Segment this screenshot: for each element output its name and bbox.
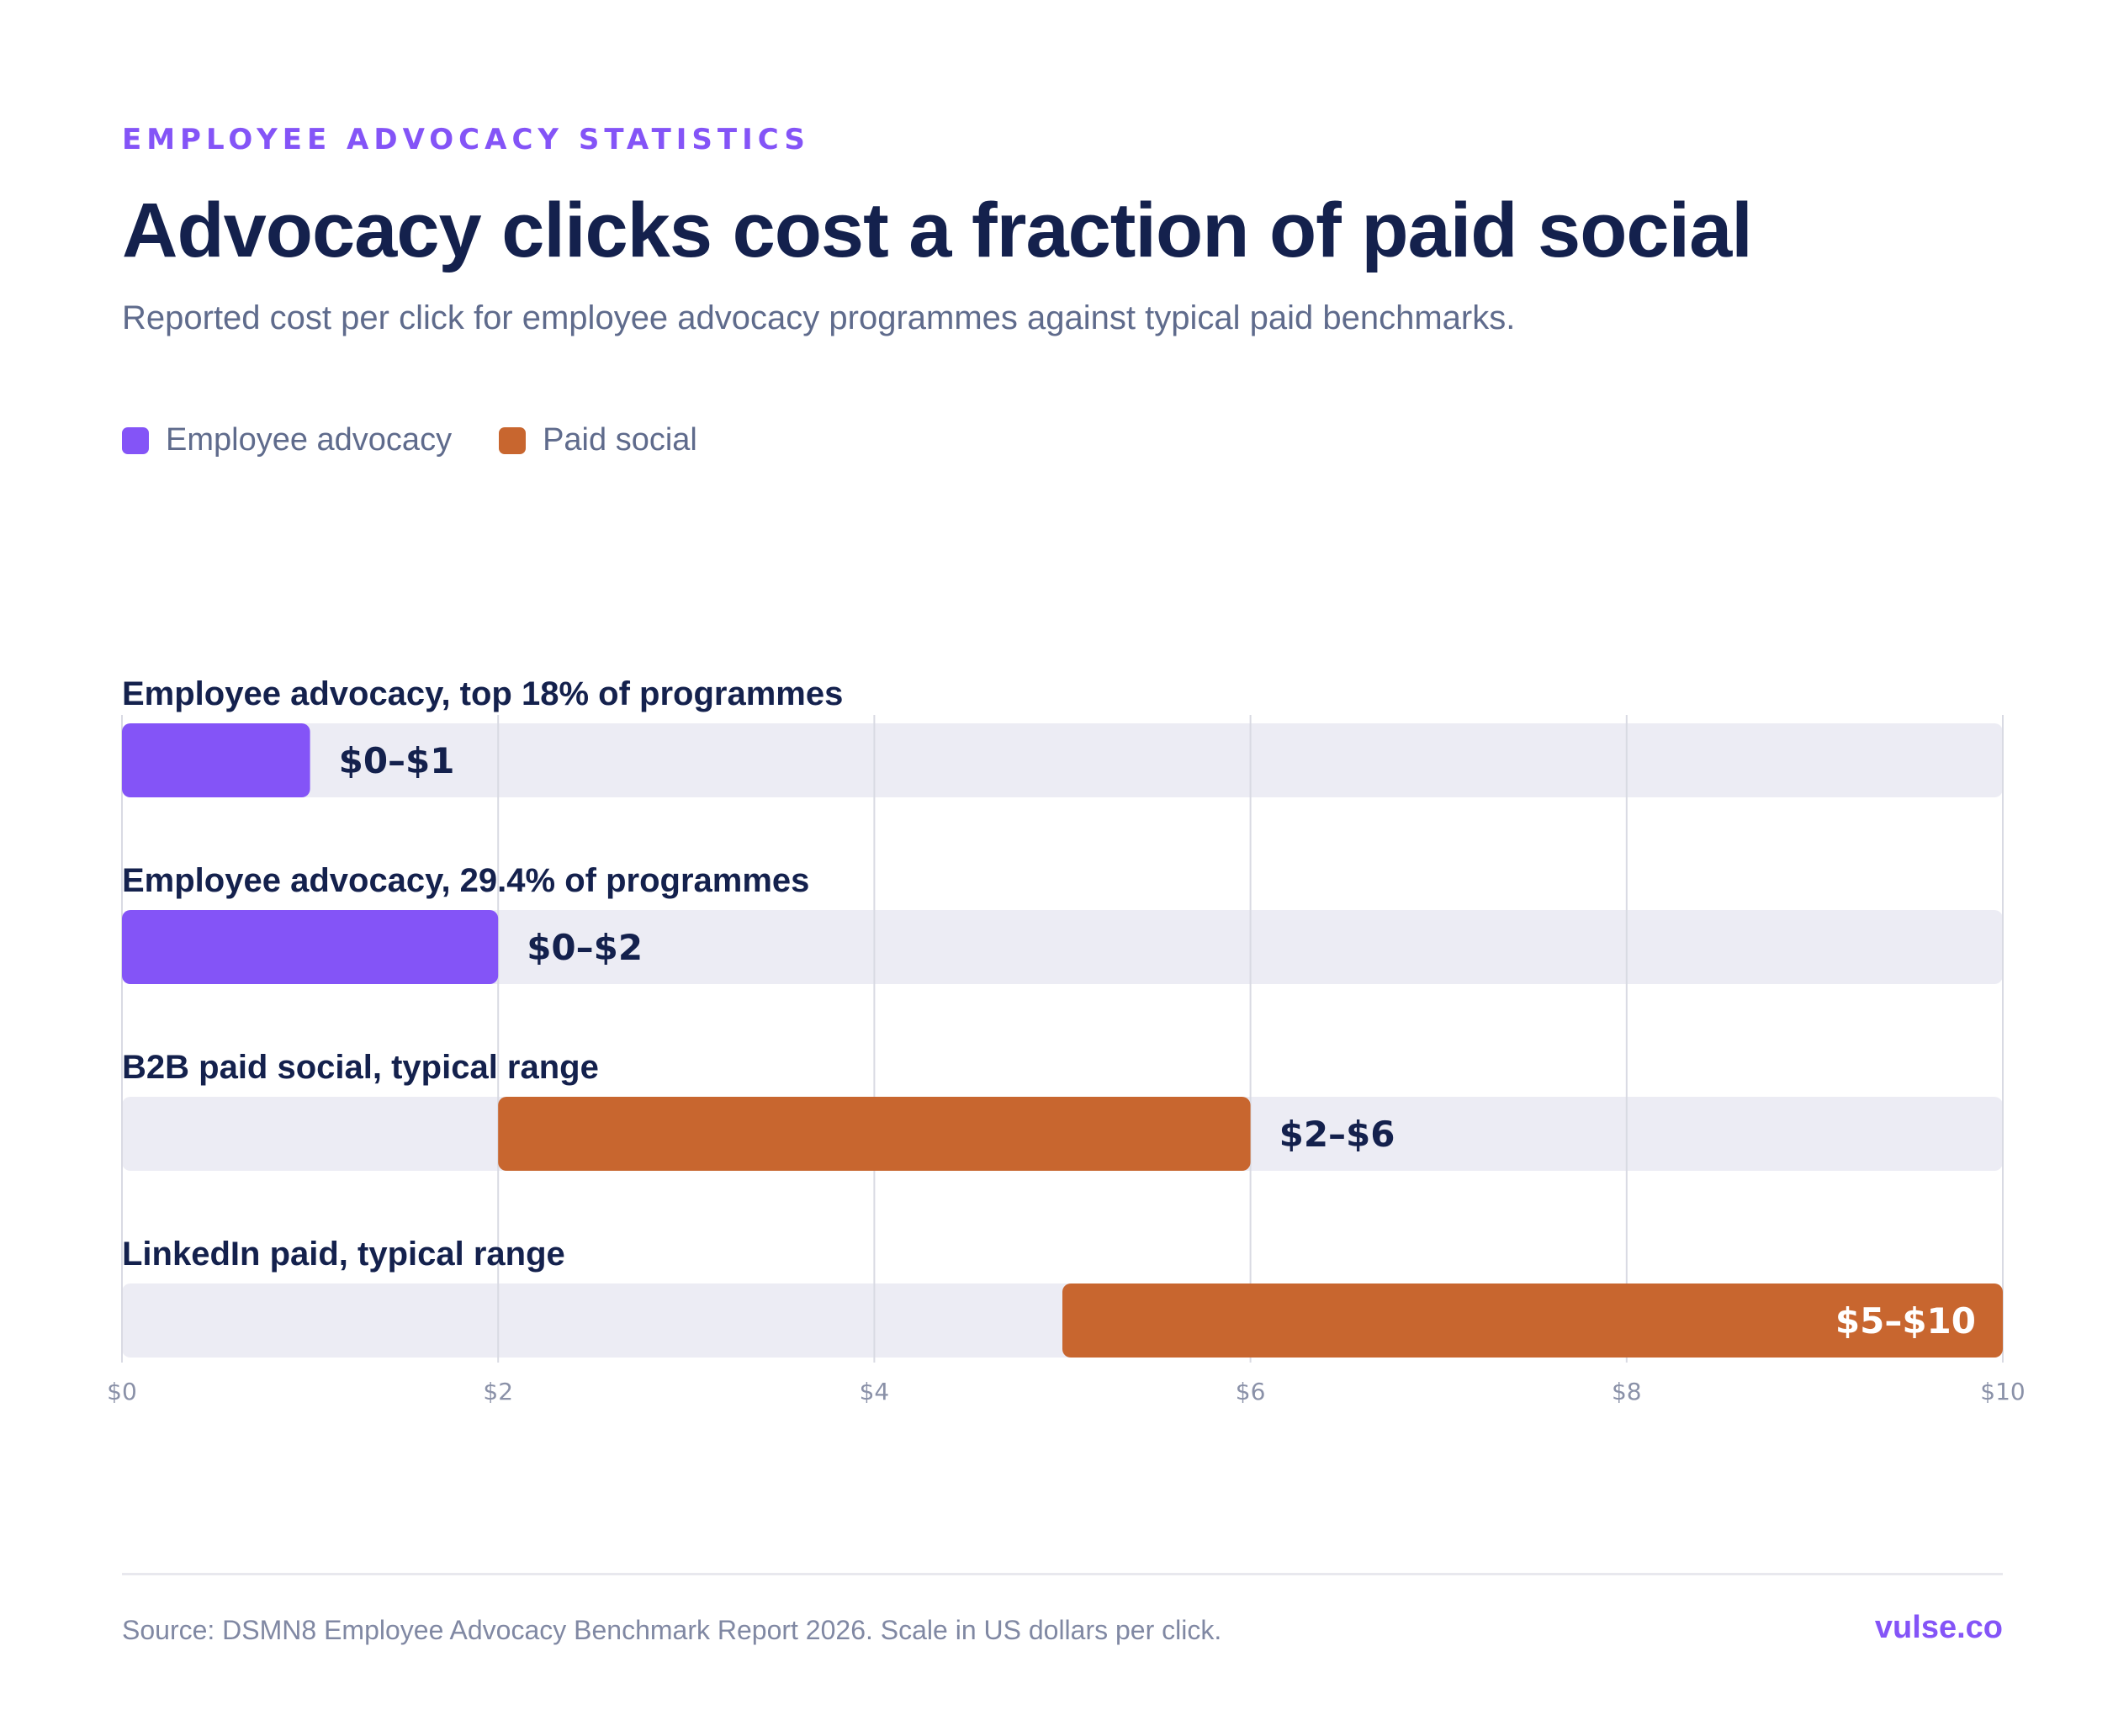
category-label: B2B paid social, typical range [122,1049,599,1086]
x-tick-label: $4 [860,1378,890,1405]
chart-subtitle: Reported cost per click for employee adv… [122,299,1516,336]
category-label: LinkedIn paid, typical range [122,1236,565,1273]
category-label: Employee advocacy, top 18% of programmes [122,675,843,712]
footer-divider [122,1573,2003,1575]
range-bar [1062,1283,2003,1358]
bar-track [122,910,2003,984]
x-tick-label: $2 [483,1378,513,1405]
legend-item-paid: Paid social [499,422,697,458]
legend-label-paid: Paid social [543,422,697,458]
x-tick-label: $10 [1980,1378,2025,1405]
source-note: Source: DSMN8 Employee Advocacy Benchmar… [122,1615,1222,1645]
legend-swatch-advocacy [122,426,149,454]
value-label: $2–$6 [1279,1114,1395,1155]
chart-title: Advocacy clicks cost a fraction of paid … [122,188,1753,273]
brand-link[interactable]: vulse.co [1874,1610,2003,1645]
x-tick-label: $8 [1612,1378,1642,1405]
range-bar [498,1097,1251,1171]
value-label: $5–$10 [1835,1300,1976,1342]
category-label: Employee advocacy, 29.4% of programmes [122,862,809,899]
legend-label-advocacy: Employee advocacy [166,422,453,458]
range-bar [122,910,499,984]
value-label: $0–$2 [527,927,643,968]
legend-item-advocacy: Employee advocacy [122,422,452,458]
eyebrow-label: EMPLOYEE ADVOCACY STATISTICS [122,123,810,156]
bar-track [122,723,2003,797]
range-bar [122,723,310,797]
x-tick-label: $0 [107,1378,137,1405]
value-label: $0–$1 [339,740,455,781]
legend: Employee advocacy Paid social [122,422,744,458]
x-tick-label: $6 [1236,1378,1266,1405]
legend-swatch-paid [499,426,527,454]
